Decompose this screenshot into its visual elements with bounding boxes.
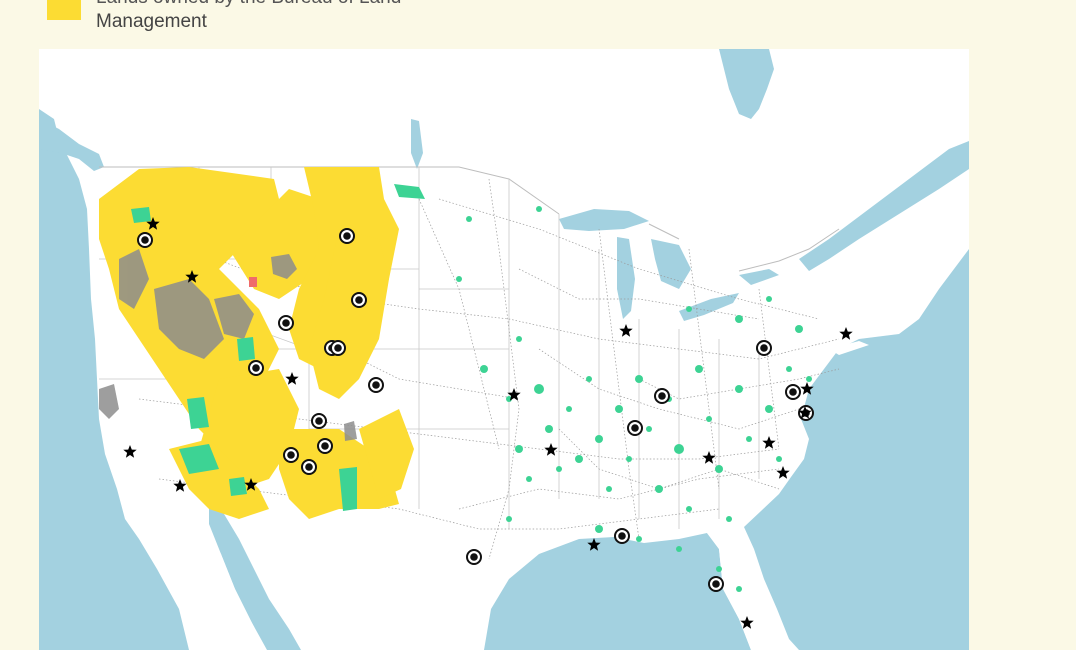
- circle-target-icon[interactable]: [137, 232, 153, 248]
- circle-target-icon[interactable]: [466, 549, 482, 565]
- legend-label-line1: Lands owned by the Bureau of Land: [96, 0, 476, 10]
- circle-target-icon[interactable]: [330, 340, 346, 356]
- star-icon[interactable]: [800, 382, 814, 395]
- star-icon[interactable]: [762, 436, 776, 449]
- gulf-of-california: [209, 499, 301, 650]
- circle-target-icon[interactable]: [301, 459, 317, 475]
- star-icon[interactable]: [798, 406, 812, 419]
- circle-target-icon[interactable]: [248, 360, 264, 376]
- star-icon[interactable]: [740, 616, 754, 629]
- lake-winnipeg: [411, 119, 423, 169]
- grey-areas: [99, 249, 357, 441]
- st-lawrence: [799, 141, 969, 271]
- star-icon[interactable]: [702, 451, 716, 464]
- circle-target-icon[interactable]: [756, 340, 772, 356]
- legend-swatch: [47, 0, 81, 20]
- long-island: [829, 341, 869, 355]
- map-canvas: [39, 49, 969, 650]
- legend-label: Lands owned by the Bureau of Land Manage…: [96, 0, 476, 34]
- atlantic-ocean: [744, 249, 969, 650]
- star-icon[interactable]: [123, 445, 137, 458]
- circle-target-icon[interactable]: [368, 377, 384, 393]
- star-icon[interactable]: [587, 538, 601, 551]
- circle-target-icon[interactable]: [627, 420, 643, 436]
- lake-michigan: [617, 237, 635, 319]
- circle-target-icon[interactable]: [708, 576, 724, 592]
- star-icon[interactable]: [839, 327, 853, 340]
- puget-sound: [39, 119, 104, 171]
- baja-peninsula: [187, 519, 265, 650]
- star-icon[interactable]: [244, 478, 258, 491]
- star-icon[interactable]: [544, 443, 558, 456]
- lake-superior: [559, 209, 649, 231]
- circle-target-icon[interactable]: [654, 388, 670, 404]
- circle-target-icon[interactable]: [317, 438, 333, 454]
- legend-label-line2: Management: [96, 11, 207, 32]
- gulf-of-mexico: [484, 533, 751, 650]
- pacific-ocean: [39, 49, 189, 650]
- star-markers: [123, 217, 853, 629]
- lake-huron: [651, 239, 691, 289]
- green-lands: [131, 184, 812, 592]
- star-icon[interactable]: [507, 388, 521, 401]
- circle-target-icon[interactable]: [278, 315, 294, 331]
- legend: Lands owned by the Bureau of Land Manage…: [47, 0, 476, 34]
- circle-target-icon[interactable]: [339, 228, 355, 244]
- circle-target-icon[interactable]: [283, 447, 299, 463]
- us-canada-border: [99, 166, 840, 272]
- circle-target-icon[interactable]: [785, 384, 801, 400]
- circle-target-icon[interactable]: [614, 528, 630, 544]
- lake-erie: [679, 293, 739, 321]
- map[interactable]: [39, 49, 969, 650]
- circle-target-icon[interactable]: [351, 292, 367, 308]
- star-icon[interactable]: [146, 217, 160, 230]
- hudson-bay: [719, 49, 774, 119]
- star-icon[interactable]: [185, 270, 199, 283]
- circle-markers: [137, 228, 814, 592]
- star-icon[interactable]: [619, 324, 633, 337]
- star-icon[interactable]: [173, 479, 187, 492]
- circle-target-icon[interactable]: [311, 413, 327, 429]
- lake-ontario: [739, 269, 779, 285]
- florida: [707, 527, 777, 650]
- star-icon[interactable]: [776, 466, 790, 479]
- star-icon[interactable]: [285, 372, 299, 385]
